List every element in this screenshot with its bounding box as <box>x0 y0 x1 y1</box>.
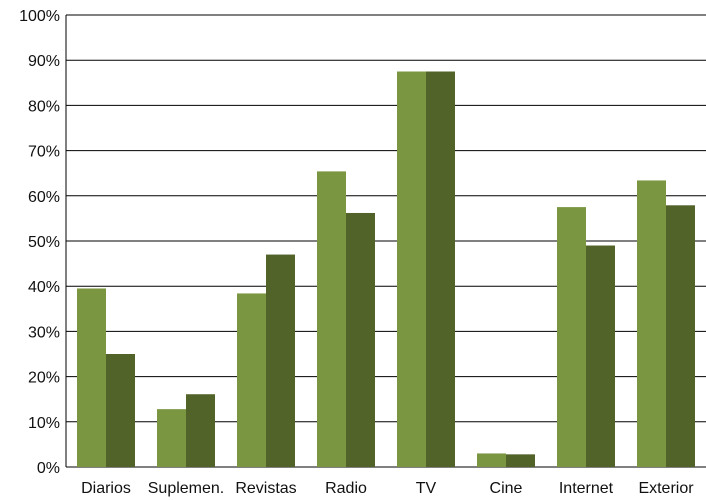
labels: 0% 10% 20% 30% 40% 50% 60% 70% 80% 90% 100% Diarios… <box>19 8 694 497</box>
x-category-label: Diarios <box>81 480 131 497</box>
bars <box>77 71 695 468</box>
x-category-label: Exterior <box>638 480 694 497</box>
x-category-label: Radio <box>325 480 367 497</box>
bar-exterior-series-1 <box>637 180 666 467</box>
x-category-label: Suplemen. <box>148 480 225 497</box>
bar-diarios-series-1 <box>77 288 106 467</box>
y-tick-label: 90% <box>28 53 60 70</box>
x-category-label: Revistas <box>235 480 296 497</box>
x-category-label: Internet <box>559 480 614 497</box>
bar-cine-series-2 <box>506 454 535 467</box>
bar-diarios-series-2 <box>106 354 135 467</box>
y-tick-label: 80% <box>28 98 60 115</box>
bar-tv-series-1 <box>397 71 426 467</box>
bar-cine-series-1 <box>477 453 506 467</box>
bar-exterior-series-2 <box>666 205 695 468</box>
bar-tv-series-2 <box>426 71 455 467</box>
bar-revistas-series-1 <box>237 293 266 467</box>
x-category-label: Cine <box>490 480 523 497</box>
bar-radio-series-1 <box>317 171 346 467</box>
x-category-label: TV <box>416 480 437 497</box>
y-tick-label: 70% <box>28 144 60 161</box>
bar-internet-series-1 <box>557 207 586 467</box>
y-tick-label: 100% <box>19 8 60 25</box>
bar-internet-series-2 <box>586 245 615 467</box>
y-tick-label: 40% <box>28 279 60 296</box>
y-tick-label: 10% <box>28 415 60 432</box>
bar-revistas-series-2 <box>266 254 295 467</box>
y-tick-label: 30% <box>28 324 60 341</box>
bar-suplemen-series-2 <box>186 394 215 467</box>
y-tick-label: 0% <box>37 460 60 477</box>
y-tick-label: 60% <box>28 189 60 206</box>
bar-suplemen-series-1 <box>157 409 186 467</box>
y-tick-label: 20% <box>28 370 60 387</box>
bar-radio-series-2 <box>346 212 375 467</box>
y-tick-label: 50% <box>28 234 60 251</box>
